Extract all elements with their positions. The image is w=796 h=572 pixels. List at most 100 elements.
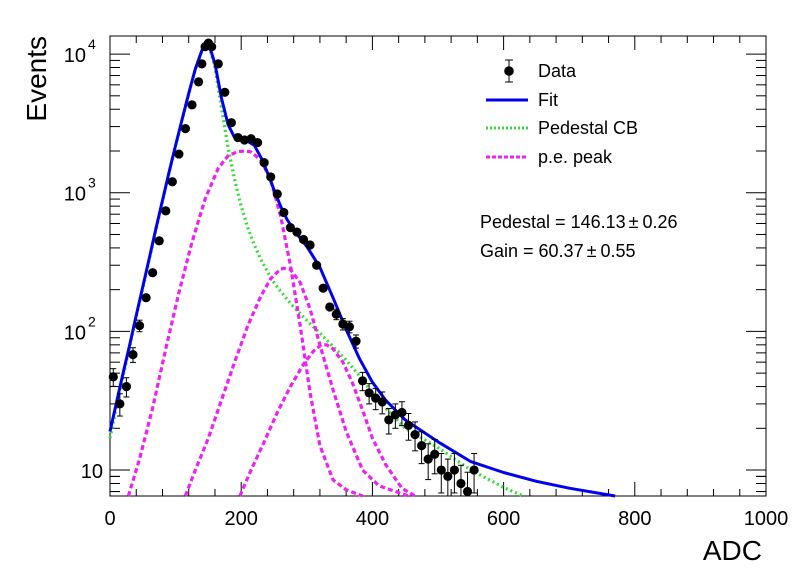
- data-point: [134, 319, 145, 333]
- data-point: [384, 407, 394, 435]
- data-point: [417, 431, 427, 465]
- data-marker: [180, 124, 191, 134]
- data-point: [436, 453, 446, 494]
- data-marker: [174, 149, 184, 159]
- data-point: [312, 260, 322, 270]
- data-marker: [141, 293, 151, 303]
- data-point: [285, 223, 295, 233]
- data-point: [108, 368, 118, 387]
- data-point: [174, 149, 184, 159]
- data-marker: [253, 137, 263, 148]
- x-tick-label: 600: [487, 508, 520, 530]
- plot-frame: [109, 35, 767, 497]
- data-point: [403, 412, 414, 441]
- x-axis-title: ADC: [703, 535, 762, 566]
- data-point: [167, 177, 177, 187]
- data-marker: [213, 59, 223, 69]
- data-marker: [285, 223, 295, 233]
- data-marker: [197, 59, 207, 69]
- fit-curves: [108, 41, 616, 498]
- data-marker: [161, 206, 171, 216]
- x-tick-label: 400: [356, 508, 389, 530]
- data-marker: [148, 268, 158, 278]
- data-marker: [351, 336, 361, 346]
- data-marker: [462, 486, 473, 497]
- x-tick-label: 0: [104, 508, 115, 530]
- data-point: [331, 308, 341, 321]
- data-point: [220, 87, 230, 97]
- series-line-p-e-peak-1: [126, 149, 364, 498]
- x-tick-label: 800: [618, 508, 651, 530]
- data-point: [148, 268, 158, 278]
- data-point: [469, 453, 479, 494]
- data-point: [410, 421, 420, 452]
- data-marker: [312, 260, 322, 270]
- y-tick-label: 10: [64, 184, 86, 206]
- data-point: [266, 172, 276, 182]
- data-marker: [305, 240, 315, 250]
- data-point: [305, 240, 315, 250]
- y-tick-exponent: 4: [88, 36, 96, 52]
- data-marker: [292, 227, 302, 237]
- legend-data-marker: [504, 66, 514, 76]
- x-tick-label: 200: [225, 508, 258, 530]
- data-marker: [397, 407, 407, 418]
- data-point: [180, 124, 191, 134]
- series-line-p-e-peak-3: [238, 343, 416, 498]
- data-marker: [410, 430, 420, 440]
- data-point: [397, 401, 407, 427]
- legend-label-data: Data: [538, 61, 577, 81]
- data-marker: [279, 207, 289, 218]
- data-point: [121, 377, 131, 398]
- y-tick-label: 10: [64, 322, 86, 344]
- pedestal-pm-symbol: ±: [629, 212, 639, 232]
- data-point: [357, 371, 368, 392]
- data-point: [259, 157, 269, 168]
- data-marker: [403, 420, 414, 430]
- data-marker: [134, 321, 145, 331]
- pedestal-uncertainty: 0.26: [643, 212, 678, 232]
- data-point: [364, 383, 374, 405]
- pedestal-value: Pedestal = 146.13: [480, 212, 626, 232]
- legend-entry-fit: Fit: [486, 90, 558, 110]
- data-point: [197, 59, 207, 69]
- data-point: [456, 464, 466, 496]
- data-marker: [331, 309, 341, 319]
- series-line-p-e-peak-2: [183, 266, 410, 498]
- fit-results: Pedestal = 146.13 ±0.26 Gain = 60.37 ±0.55: [480, 212, 678, 261]
- data-marker: [187, 100, 197, 110]
- x-axis: 0 200 400 600 800 1000: [104, 36, 788, 530]
- data-point: [187, 100, 197, 110]
- data-marker: [417, 441, 427, 451]
- data-point: [193, 77, 204, 87]
- data-marker: [443, 471, 453, 482]
- data-point: [351, 334, 361, 349]
- gain-uncertainty: 0.55: [600, 241, 635, 261]
- data-marker: [325, 302, 335, 312]
- data-point: [161, 206, 171, 216]
- data-marker: [193, 77, 204, 87]
- data-marker: [259, 157, 269, 168]
- data-marker: [430, 449, 440, 459]
- plot-border: [109, 35, 767, 497]
- y-tick-exponent: 2: [88, 313, 96, 329]
- data-marker: [266, 172, 276, 182]
- data-point: [318, 283, 328, 293]
- data-point: [344, 320, 355, 334]
- data-marker: [298, 234, 309, 245]
- data-point: [115, 393, 125, 417]
- legend: Data Fit Pedestal CB p.e. peak: [486, 59, 638, 167]
- gain-result: Gain = 60.37 ±0.55: [480, 241, 636, 261]
- data-marker: [272, 189, 282, 199]
- data-point: [279, 207, 289, 218]
- data-marker: [115, 399, 125, 409]
- data-point: [272, 189, 282, 199]
- legend-label-fit: Fit: [538, 90, 558, 110]
- data-marker: [436, 465, 446, 475]
- data-marker: [226, 118, 236, 128]
- data-point: [292, 227, 302, 237]
- data-point: [462, 471, 473, 497]
- data-point: [325, 302, 335, 312]
